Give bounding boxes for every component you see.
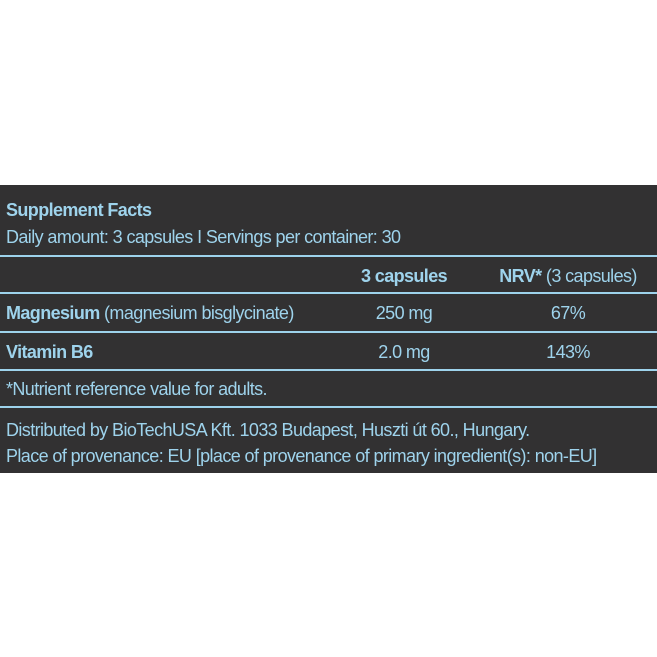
footnote: *Nutrient reference value for adults. xyxy=(6,379,268,399)
rule xyxy=(0,292,657,294)
facts-panel: Supplement Facts Daily amount: 3 capsule… xyxy=(0,185,657,473)
title: Supplement Facts xyxy=(6,200,152,220)
rule xyxy=(0,255,657,257)
rule xyxy=(0,369,657,371)
nutrient: Vitamin B6 xyxy=(6,342,93,362)
column-header: 3 capsules xyxy=(360,266,448,286)
footer-line: Distributed by BioTechUSA Kft. 1033 Buda… xyxy=(6,420,530,440)
column-header-main: NRV* xyxy=(499,266,542,286)
footer-line: Place of provenance: EU [place of proven… xyxy=(6,446,597,466)
subtitle: Daily amount: 3 capsules I Servings per … xyxy=(6,227,401,247)
nrv: 67% xyxy=(550,303,586,323)
nrv: 143% xyxy=(546,342,590,362)
column-header: NRV* (3 capsules) xyxy=(499,265,637,287)
column-header-note: (3 capsules) xyxy=(545,266,637,286)
rule xyxy=(0,331,657,333)
amount: 2.0 mg xyxy=(378,342,430,362)
nutrient: Magnesium xyxy=(6,303,100,323)
amount: 250 mg xyxy=(375,303,433,323)
nutrient-name: Magnesium (magnesium bisglycinate) xyxy=(6,302,294,324)
rule xyxy=(0,406,657,408)
nutrient-source: (magnesium bisglycinate) xyxy=(104,303,294,323)
